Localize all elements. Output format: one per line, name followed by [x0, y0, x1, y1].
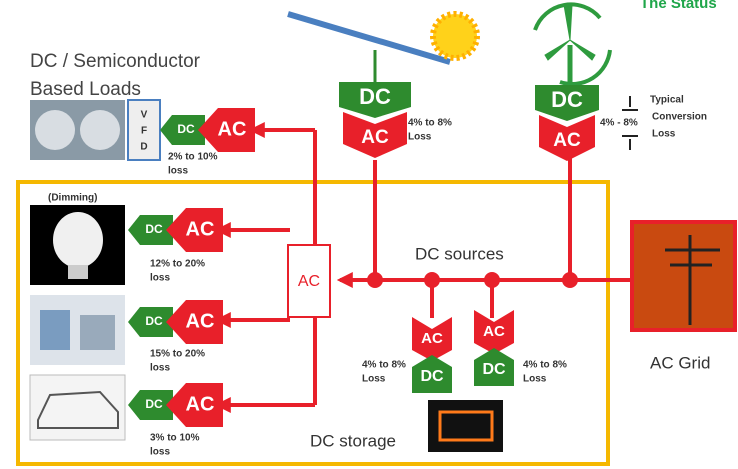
- loss-text: 3% to 10%: [150, 433, 200, 444]
- converter-label: AC: [186, 310, 215, 332]
- loss-text: loss: [150, 447, 170, 458]
- loss-text: loss: [168, 166, 188, 177]
- converter-label: DC: [145, 314, 163, 328]
- dc-block: [474, 348, 514, 386]
- ac-block: [166, 300, 223, 344]
- sun: [430, 11, 480, 61]
- vfd-letter: D: [140, 142, 147, 153]
- dimming-note: (Dimming): [48, 193, 97, 204]
- loads-title: Based Loads: [30, 79, 141, 100]
- vfd-box: [127, 99, 161, 161]
- loss-text: 4% to 8%: [408, 118, 452, 129]
- loss-text: 12% to 20%: [150, 259, 205, 270]
- ev-image: [29, 374, 126, 441]
- loss-text: 2% to 10%: [168, 152, 218, 163]
- ac-block: [166, 208, 223, 252]
- converter-label: DC: [482, 361, 506, 378]
- junctions: [367, 272, 578, 288]
- loss-text: loss: [150, 363, 170, 374]
- grid-label: AC Grid: [650, 353, 710, 372]
- ac-block: [474, 310, 514, 354]
- loss-text: Loss: [523, 374, 547, 385]
- converter-label: DC: [145, 397, 163, 411]
- loss-text: Loss: [362, 374, 386, 385]
- bus-label: DC sources: [415, 244, 504, 263]
- loads-title: DC / Semiconductor: [30, 51, 201, 72]
- page-title: The Status: [640, 0, 717, 12]
- converter-label: DC: [551, 87, 583, 112]
- grid-pole: [665, 235, 720, 325]
- converter-label: AC: [553, 130, 581, 151]
- converter-label: DC: [420, 368, 444, 385]
- ac-block: [343, 112, 407, 158]
- converter-label: AC: [218, 118, 247, 140]
- ac-block: [539, 115, 595, 161]
- ac-block: [198, 108, 255, 152]
- converter-label: AC: [421, 330, 443, 347]
- loss-text: Loss: [408, 132, 432, 143]
- loss-text: 4% - 8%: [600, 118, 638, 129]
- converter-label: AC: [483, 323, 505, 340]
- ac-box-label: AC: [298, 273, 320, 290]
- converter-label: DC: [177, 122, 195, 136]
- dc-block: [412, 355, 452, 393]
- dc-block: [535, 85, 599, 121]
- loss-text: 15% to 20%: [150, 349, 205, 360]
- dc-block: [128, 390, 173, 420]
- legend-line: Typical: [650, 95, 684, 106]
- legend-line: Conversion: [652, 112, 707, 123]
- converter-label: AC: [186, 393, 215, 415]
- wires: [214, 122, 630, 413]
- storage-label: DC storage: [310, 431, 396, 450]
- ac-block: [412, 317, 452, 361]
- converter-label: AC: [361, 127, 389, 148]
- dc-block: [128, 307, 173, 337]
- wind-turbine: [533, 2, 612, 86]
- legend-line: Loss: [652, 129, 676, 140]
- vfd-letter: F: [141, 126, 147, 137]
- loss-text: 4% to 8%: [523, 360, 567, 371]
- ac-box: [287, 244, 331, 318]
- grid-image: [630, 220, 737, 332]
- loss-text: loss: [150, 273, 170, 284]
- ac-block: [166, 383, 223, 427]
- vfd-letter: V: [141, 110, 148, 121]
- legend-bracket: [622, 96, 638, 150]
- solar-panel: [287, 11, 451, 65]
- loss-text: 4% to 8%: [362, 360, 406, 371]
- dc-block: [128, 215, 173, 245]
- converter-label: DC: [359, 84, 391, 109]
- converter-label: AC: [186, 218, 215, 240]
- dc-block: [339, 82, 411, 118]
- dc-block: [160, 115, 205, 145]
- converter-label: DC: [145, 222, 163, 236]
